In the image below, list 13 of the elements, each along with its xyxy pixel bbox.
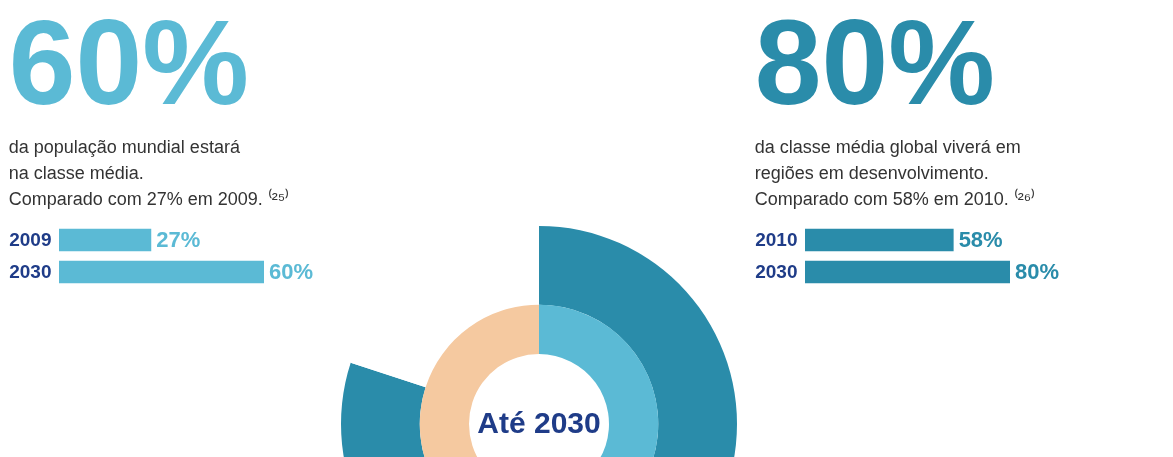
chart-title: 60% — [8, 0, 249, 129]
text: Até 2030 — [477, 406, 601, 439]
data-label: 60% — [269, 259, 314, 284]
y-tick-label: 2009 — [9, 229, 52, 250]
y-tick-label: 2030 — [9, 261, 52, 282]
y-tick-label: 2010 — [755, 229, 798, 250]
chart-title: 80% — [754, 0, 995, 129]
chart-subtitle: da população mundial estará na classe média. Comparado com 27% em 2009. ⁽²⁵⁾ — [8, 137, 290, 209]
data-label: 27% — [156, 227, 201, 252]
data-label: 80% — [1015, 259, 1060, 284]
y-tick-label: 2030 — [755, 261, 798, 282]
chart-subtitle: da classe média global viverá em regiões em desenvolvimento. Comparado com 58% em 2010. ⁽²⁶⁾ — [754, 137, 1036, 209]
data-label: 58% — [958, 227, 1003, 252]
